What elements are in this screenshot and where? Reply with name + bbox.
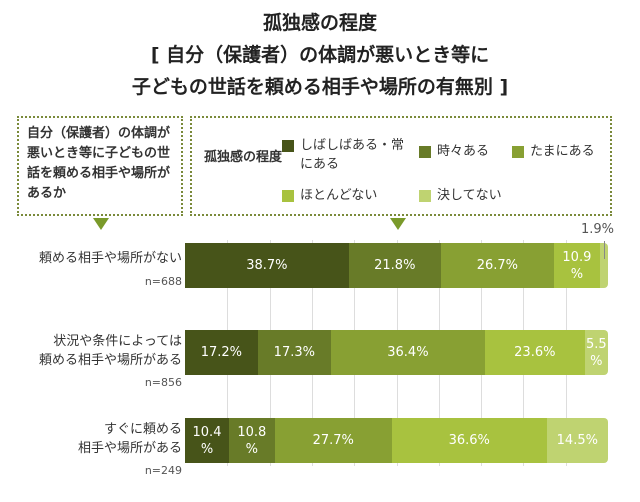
- bar-segment: 10.8%: [228, 418, 275, 463]
- data-label: 10.8%: [237, 424, 267, 457]
- legend-label: しばしばある・常にある: [300, 138, 405, 172]
- legend-item: たまにある: [512, 142, 595, 161]
- legend: 孤独感の程度 しばしばある・常にある 時々ある たまにあるほとんどない 決してない: [190, 116, 612, 216]
- legend-label: たまにある: [530, 144, 595, 159]
- bar-segment: 1.9%: [581, 222, 614, 288]
- bar-segment: 26.7%: [440, 243, 554, 288]
- down-arrow-icon: [390, 218, 406, 230]
- legend-swatch: [419, 190, 431, 202]
- bar-segment: 27.7%: [274, 418, 392, 463]
- legend-label: ほとんどない: [300, 188, 378, 203]
- bar-segment: 23.6%: [484, 330, 585, 375]
- chart-title-line2: [ 自分（保護者）の体調が悪いとき等に: [150, 44, 490, 66]
- legend-label: 決してない: [437, 188, 502, 203]
- bar-segment: 36.6%: [391, 418, 547, 463]
- data-label: 17.2%: [200, 345, 243, 360]
- data-label: 27.7%: [312, 433, 354, 448]
- bar-segment: 21.8%: [348, 243, 441, 288]
- legend-item: 決してない: [419, 186, 502, 205]
- leader-line: [603, 241, 605, 259]
- data-label: 36.6%: [448, 433, 490, 448]
- bar-segment: 17.3%: [257, 330, 331, 375]
- data-label: 14.5%: [556, 433, 598, 448]
- data-label: 5.5%: [586, 336, 607, 369]
- category-label: すぐに頼める 相手や場所がある: [77, 422, 182, 456]
- legend-item: ほとんどない: [282, 186, 378, 205]
- data-label: 38.7%: [246, 258, 288, 273]
- down-arrow-icon: [93, 218, 109, 230]
- data-label: 10.4%: [192, 424, 222, 457]
- legend-item: 時々ある: [419, 142, 490, 161]
- category-label: 頼める相手や場所がない: [38, 251, 182, 266]
- data-label: 17.3%: [273, 345, 315, 360]
- legend-swatch: [282, 190, 294, 202]
- row-header-box: 自分（保護者）の体調が悪いとき等に子どもの世話を頼める相手や場所があるか: [17, 116, 183, 216]
- legend-title: 孤独感の程度: [204, 150, 283, 165]
- category-label: 状況や条件によっては 頼める相手や場所がある: [38, 334, 182, 368]
- chart-title-line3: 子どもの世話を頼める相手や場所の有無別 ]: [131, 76, 509, 98]
- legend-swatch: [512, 146, 524, 158]
- legend-label: 時々ある: [437, 144, 490, 159]
- sample-size: n=688: [144, 275, 182, 288]
- bar-segment: 5.5%: [584, 330, 608, 375]
- chart-title-line1: 孤独感の程度: [262, 12, 377, 34]
- data-label: 10.9%: [562, 249, 592, 282]
- row-header: 自分（保護者）の体調が悪いとき等に子どもの世話を頼める相手や場所があるか: [27, 126, 171, 201]
- data-label: 23.6%: [514, 345, 556, 360]
- bar-segment: 38.7%: [185, 243, 349, 288]
- legend-swatch: [282, 140, 294, 152]
- data-label: 36.4%: [387, 345, 429, 360]
- data-label: 1.9%: [580, 222, 614, 237]
- bar-segment: 17.2%: [185, 330, 258, 375]
- legend-item: しばしばある・常にある: [282, 136, 410, 174]
- data-label: 26.7%: [476, 258, 519, 273]
- bar-segment: 10.9%: [553, 243, 600, 288]
- data-label: 21.8%: [374, 258, 416, 273]
- sample-size: n=856: [144, 376, 182, 389]
- bar-segment: 10.4%: [185, 418, 229, 463]
- bar-segment: 14.5%: [546, 418, 608, 463]
- legend-swatch: [419, 146, 431, 158]
- bar-segment: 36.4%: [330, 330, 485, 375]
- sample-size: n=249: [144, 464, 182, 477]
